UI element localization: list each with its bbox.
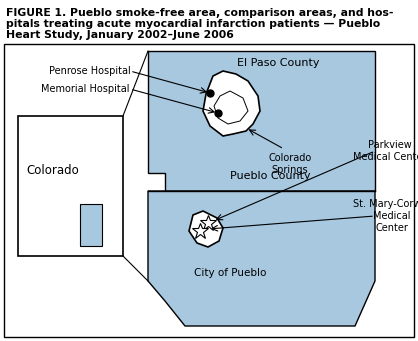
Text: Heart Study, January 2002–June 2006: Heart Study, January 2002–June 2006 (6, 30, 234, 40)
Text: Parkview
Medical Center: Parkview Medical Center (353, 140, 418, 162)
Text: pitals treating acute myocardial infarction patients — Pueblo: pitals treating acute myocardial infarct… (6, 19, 380, 29)
Text: Colorado
Springs: Colorado Springs (268, 153, 312, 175)
Polygon shape (214, 91, 248, 124)
Text: Pueblo County: Pueblo County (229, 171, 310, 181)
Text: Penrose Hospital: Penrose Hospital (49, 66, 131, 76)
Text: St. Mary-Corwin
Medical
Center: St. Mary-Corwin Medical Center (353, 199, 418, 233)
Text: City of Pueblo: City of Pueblo (194, 268, 266, 278)
Text: Colorado: Colorado (27, 164, 79, 178)
Text: El Paso County: El Paso County (237, 58, 319, 68)
Bar (18, 116, 123, 256)
Text: FIGURE 1. Pueblo smoke-free area, comparison areas, and hos-: FIGURE 1. Pueblo smoke-free area, compar… (6, 8, 393, 18)
Polygon shape (203, 71, 260, 136)
Bar (4, 44, 414, 337)
Polygon shape (148, 191, 375, 326)
Text: Memorial Hospital: Memorial Hospital (41, 84, 129, 94)
Polygon shape (189, 211, 223, 247)
Polygon shape (148, 51, 375, 191)
Bar (80, 204, 102, 246)
